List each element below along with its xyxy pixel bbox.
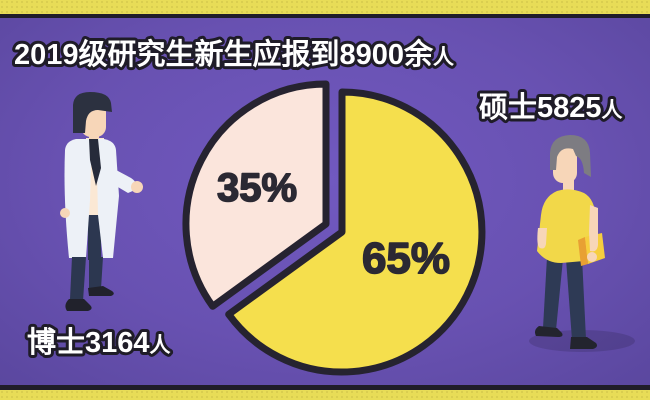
doctor-arm-sleeve: [101, 163, 137, 193]
master-right-leg: [566, 257, 586, 340]
doctor-tie: [89, 139, 101, 186]
master-hair: [550, 135, 591, 177]
master-face: [553, 146, 577, 183]
master-left-shoe: [535, 326, 563, 337]
doctor-coat-left-flap: [64, 139, 92, 258]
page-title-main: 2019级研究生新生应报到8900余: [14, 37, 434, 71]
doctor-count-suffix: 人: [150, 334, 171, 357]
top-strip-border: [0, 14, 650, 18]
pie-slice-master: [225, 88, 486, 376]
doctor-count-main: 博士3164: [27, 326, 150, 359]
master-right-shoe: [570, 337, 597, 349]
top-strip: [0, 0, 650, 14]
doctor-left-leg: [70, 257, 86, 301]
page-title-suffix: 人: [433, 46, 454, 69]
master-right-arm: [589, 205, 598, 252]
doctor-right-hand: [131, 181, 143, 193]
master-neck: [563, 179, 574, 193]
doctor-leg-upper: [88, 215, 101, 260]
doctor-figure-icon: [60, 92, 143, 311]
master-count-label: 硕士5825人: [479, 91, 623, 124]
pie-percent-doctor: 35%: [217, 166, 297, 210]
doctor-count-label: 博士3164人: [27, 326, 171, 359]
folder-spine: [578, 237, 588, 266]
doctor-left-shoe: [65, 299, 92, 311]
master-left-forearm: [537, 228, 547, 249]
master-student-figure-icon: [529, 135, 635, 352]
doctor-right-shoe: [88, 286, 114, 296]
pie-slice-doctor: [182, 80, 330, 310]
doctor-left-hand: [60, 208, 70, 218]
pie-percent-master: 65%: [362, 234, 450, 283]
page-title: 2019级研究生新生应报到8900余人: [14, 37, 454, 71]
master-right-hand: [587, 252, 597, 262]
bottom-strip-border: [0, 385, 650, 390]
master-count-main: 硕士5825: [479, 91, 602, 124]
bottom-strip: [0, 390, 650, 400]
doctor-right-leg: [89, 257, 103, 289]
master-count-suffix: 人: [602, 99, 623, 122]
master-left-leg: [543, 257, 563, 330]
pie-chart: 35% 65%: [182, 80, 486, 376]
doctor-hair: [73, 92, 112, 133]
